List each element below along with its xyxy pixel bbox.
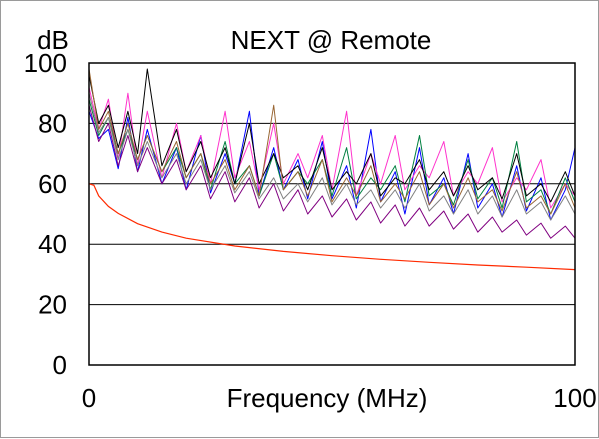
x-tick-label-0: 0 xyxy=(82,383,96,413)
x-axis-label: Frequency (MHz) xyxy=(227,383,428,413)
x-tick-label-100: 100 xyxy=(553,383,596,413)
y-tick-label-100: 100 xyxy=(24,48,67,78)
pair-series-line-4 xyxy=(88,105,576,239)
plot-area-border xyxy=(88,62,576,366)
y-tick-label-80: 80 xyxy=(38,108,67,138)
y-axis-label: dB xyxy=(37,25,69,55)
y-tick-labels: 100 80 60 40 20 0 xyxy=(24,48,67,380)
pair-series-line-7 xyxy=(88,93,576,221)
x-tick-labels: 0 100 xyxy=(82,383,597,413)
y-tick-label-40: 40 xyxy=(38,229,67,259)
plot-series xyxy=(88,68,576,271)
chart-title: NEXT @ Remote xyxy=(231,25,432,55)
limit-line xyxy=(88,183,576,271)
y-tick-label-20: 20 xyxy=(38,290,67,320)
gridlines xyxy=(89,122,575,306)
y-tick-label-60: 60 xyxy=(38,169,67,199)
pair-series-line-6 xyxy=(88,68,576,215)
y-tick-label-0: 0 xyxy=(53,350,67,380)
pair-series-line-5 xyxy=(88,68,576,203)
